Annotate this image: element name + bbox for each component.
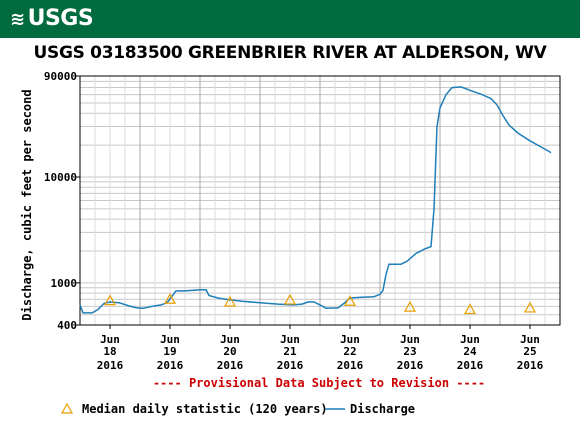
plot-area-border [79,75,561,326]
y-tick-label: 10000 [44,171,77,184]
median-marker [103,294,117,306]
median-marker [403,300,417,312]
x-tick-year: 2016 [337,359,364,372]
x-tick-year: 2016 [517,359,544,372]
median-marker [223,295,237,307]
y-tick-label: 400 [57,319,77,332]
y-tick-label: 90000 [44,70,77,83]
series-layer [79,86,552,314]
y-tick-label: 1000 [51,277,78,290]
discharge-series-line [79,86,552,314]
x-axis-ticks: Jun182016Jun192016Jun202016Jun212016Jun2… [97,325,544,372]
x-tick-day: 22 [343,345,356,358]
x-tick-day: 23 [403,345,416,358]
x-tick-year: 2016 [457,359,484,372]
x-tick-day: 21 [283,345,297,358]
grid-layer [79,75,561,326]
x-tick-day: 20 [223,345,236,358]
median-markers [103,293,537,315]
x-tick-year: 2016 [217,359,244,372]
x-tick-year: 2016 [277,359,304,372]
legend: Median daily statistic (120 years) Disch… [60,402,415,416]
x-tick-month: Jun [220,333,240,346]
x-tick-day: 18 [103,345,116,358]
x-tick-day: 19 [163,345,176,358]
x-tick-day: 25 [523,345,536,358]
x-tick-month: Jun [520,333,540,346]
median-marker [283,293,297,305]
median-marker [523,301,537,313]
x-tick-year: 2016 [97,359,124,372]
median-marker [163,293,177,304]
y-axis-ticks: 90000 10000 1000 400 [44,70,80,332]
x-tick-month: Jun [460,333,480,346]
y-axis-label: Discharge, cubic feet per second [20,89,34,320]
provisional-data-notice: ---- Provisional Data Subject to Revisio… [153,376,485,390]
usgs-logo-text: USGS [27,6,94,31]
x-tick-day: 24 [463,345,477,358]
x-tick-month: Jun [100,333,120,346]
legend-median-marker [60,402,74,414]
x-tick-month: Jun [160,333,180,346]
x-tick-month: Jun [340,333,360,346]
x-tick-month: Jun [400,333,420,346]
usgs-header-bar: ≋ USGS [0,0,580,38]
median-marker [463,303,477,315]
legend-discharge-label: Discharge [350,402,415,416]
usgs-logo[interactable]: ≋ USGS [10,6,94,31]
usgs-wave-icon: ≋ [10,9,25,30]
x-tick-month: Jun [280,333,300,346]
median-marker [343,295,357,306]
legend-median-label: Median daily statistic (120 years) [82,402,328,416]
x-tick-year: 2016 [157,359,184,372]
x-tick-year: 2016 [397,359,424,372]
chart-title: USGS 03183500 GREENBRIER RIVER AT ALDERS… [33,43,547,63]
